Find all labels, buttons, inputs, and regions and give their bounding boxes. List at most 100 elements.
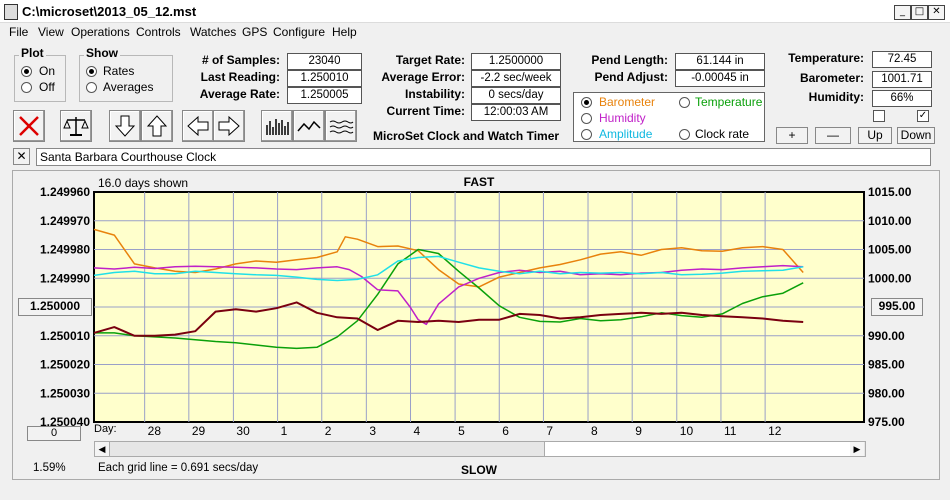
x-tick-label: 11 [724,424,737,438]
scroll-right-arrow-icon[interactable]: ▶ [850,442,864,456]
maximize-button[interactable]: □ [911,5,928,20]
menu-gps[interactable]: GPS [242,25,268,39]
menu-view[interactable]: View [38,25,64,39]
instability-label: Instability: [404,87,465,101]
clock-rate-option-label: Clock rate [695,127,750,141]
amplitude-option-label: Amplitude [599,127,653,141]
series-line-5 [93,301,804,337]
scale-up-button[interactable]: Up [858,127,892,144]
y-right-tick-label: 1010.00 [868,214,912,228]
humidity-radio[interactable] [581,113,592,124]
line-wave-icon [297,120,321,132]
temperature-option-label: Temperature [695,95,763,109]
close-button[interactable]: ✕ [928,5,945,20]
env-checkbox-1[interactable] [873,110,885,122]
menu-help[interactable]: Help [332,25,357,39]
menu-file[interactable]: File [9,25,29,39]
arrow-right-button[interactable] [213,110,245,142]
y-right-tick-label: 985.00 [868,358,905,372]
watch-name-field[interactable]: Santa Barbara Courthouse Clock [36,148,931,166]
scale-minus-button[interactable]: — [815,127,851,144]
y-left-tick-label: 1.249960 [40,185,90,199]
balance-button[interactable] [60,110,92,142]
series-line-1 [93,228,804,288]
watch-close-button[interactable]: ✕ [13,148,30,165]
pend-length-value: 61.144 in [675,53,765,70]
minimize-button[interactable]: _ [894,5,911,20]
x-tick-label: 8 [591,424,598,438]
arrow-up-button[interactable] [141,110,173,142]
x-tick-label: 28 [148,424,162,438]
clock-rate-radio[interactable] [679,129,690,140]
humidity-option-label: Humidity [599,111,646,125]
average-rate-label: Average Rate: [199,87,280,101]
arrow-down-button[interactable] [109,110,141,142]
show-rates-radio[interactable] [86,66,97,77]
y-left-tick-label: 1.250020 [40,358,90,372]
fast-label: FAST [464,175,495,189]
right-value-button[interactable]: 995.00 [871,298,923,316]
grid-note-label: Each grid line = 0.691 secs/day [98,462,259,474]
line-view-button[interactable] [293,110,325,142]
menu-bar: File View Operations Controls Watches GP… [0,22,950,42]
y-left-tick-label: 1.249990 [40,271,90,285]
x-tick-label: 10 [680,424,694,438]
current-time-label: Current Time: [386,104,465,118]
menu-operations[interactable]: Operations [71,25,130,39]
x-tick-label: 6 [502,424,509,438]
app-icon [4,4,18,20]
stop-button[interactable] [13,110,45,142]
samples-label: # of Samples: [201,53,280,67]
arrow-left-button[interactable] [182,110,214,142]
horizontal-scrollbar[interactable]: ◀ ▶ [94,441,866,457]
menu-controls[interactable]: Controls [136,25,181,39]
y-right-tick-label: 975.00 [868,415,905,429]
env-checkbox-2[interactable]: ✓ [917,110,929,122]
temperature-radio[interactable] [679,97,690,108]
plot-off-radio[interactable] [21,82,32,93]
last-reading-label: Last Reading: [200,70,280,84]
arrow-right-icon [218,115,240,137]
left-value-button[interactable]: 1.250000 [18,298,92,316]
x-tick-label: 4 [414,424,421,438]
series-select-box [573,92,765,142]
y-left-tick-label: 1.250010 [40,329,90,343]
zero-button[interactable]: 0 [27,426,81,441]
plot-on-label: On [39,64,56,78]
scroll-thumb[interactable] [544,442,852,456]
barometer-radio[interactable] [581,97,592,108]
day-label: Day: [94,423,117,435]
show-group [79,55,173,102]
target-rate-value: 1.2500000 [471,53,561,70]
scale-plus-button[interactable]: + [776,127,808,144]
x-tick-label: 1 [281,424,288,438]
percent-label: 1.59% [33,462,66,474]
show-averages-radio[interactable] [86,82,97,93]
histogram-button[interactable] [261,110,293,142]
y-right-tick-label: 1005.00 [868,243,912,257]
x-tick-label: 12 [768,424,782,438]
series-line-2 [94,248,804,350]
show-averages-label: Averages [103,80,154,94]
series-line-3 [93,264,804,326]
average-error-label: Average Error: [381,70,465,84]
red-x-icon [19,116,39,136]
scroll-left-arrow-icon[interactable]: ◀ [95,442,110,456]
y-left-tick-label: 1.249980 [40,243,90,257]
chart-panel: 1.249960 1.249970 1.249980 1.249990 1.250010… [12,170,940,480]
menu-watches[interactable]: Watches [190,25,237,39]
target-rate-label: Target Rate: [395,53,465,67]
scale-down-button[interactable]: Down [897,127,935,144]
arrow-left-icon [187,115,209,137]
days-shown-label: 16.0 days shown [98,176,189,190]
average-error-value: -2.2 sec/week [471,70,561,87]
menu-configure[interactable]: Configure [273,25,326,39]
rate-chart: 1.249960 1.249970 1.249980 1.249990 1.250010… [40,175,912,477]
plot-off-label: Off [39,80,55,94]
plot-on-radio[interactable] [21,66,32,77]
temperature-label: Temperature: [788,51,864,65]
x-tick-label: 9 [635,424,642,438]
amplitude-radio[interactable] [581,129,592,140]
noise-view-button[interactable] [325,110,357,142]
barometer-value: 1001.71 [872,71,932,88]
